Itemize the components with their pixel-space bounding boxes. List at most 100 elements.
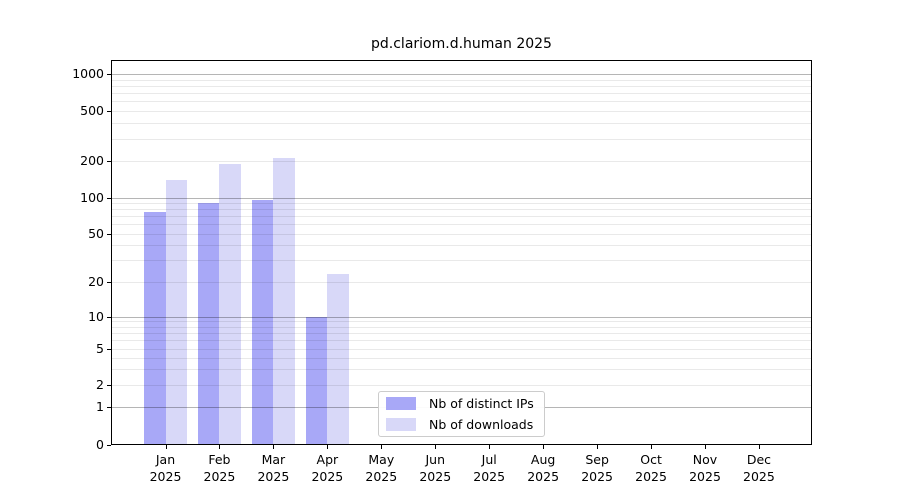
y-gridline bbox=[112, 161, 811, 162]
chart-title: pd.clariom.d.human 2025 bbox=[371, 36, 552, 52]
x-tick-month: Oct bbox=[640, 452, 662, 467]
y-minor-gridline bbox=[112, 340, 811, 341]
y-tick-mark bbox=[107, 349, 111, 350]
axis-spine-right bbox=[811, 60, 812, 445]
x-tick-mark bbox=[759, 445, 760, 449]
x-tick-label: Nov 2025 bbox=[673, 451, 737, 485]
legend-label: Nb of distinct IPs bbox=[429, 396, 534, 411]
legend-item: Nb of distinct IPs bbox=[386, 393, 544, 414]
x-tick-mark bbox=[651, 445, 652, 449]
x-tick-month: Feb bbox=[208, 452, 231, 467]
y-minor-gridline bbox=[112, 260, 811, 261]
x-tick-mark bbox=[219, 445, 220, 449]
y-gridline bbox=[112, 385, 811, 386]
y-tick-mark bbox=[107, 74, 111, 75]
x-tick-month: Jun bbox=[425, 452, 446, 467]
bar-downloads bbox=[273, 158, 295, 445]
y-tick-label: 20 bbox=[88, 273, 104, 289]
x-tick-label: Jun 2025 bbox=[403, 451, 467, 485]
legend-item: Nb of downloads bbox=[386, 414, 544, 435]
y-gridline bbox=[112, 282, 811, 283]
y-minor-gridline bbox=[112, 224, 811, 225]
x-tick-year: 2025 bbox=[365, 469, 398, 484]
y-minor-gridline bbox=[112, 123, 811, 124]
x-tick-label: Dec 2025 bbox=[727, 451, 791, 485]
bar-downloads bbox=[327, 274, 349, 445]
y-minor-gridline bbox=[112, 369, 811, 370]
y-tick-mark bbox=[107, 198, 111, 199]
x-tick-month: Jul bbox=[481, 452, 497, 467]
x-tick-month: May bbox=[368, 452, 395, 467]
x-tick-mark bbox=[381, 445, 382, 449]
y-tick-label: 1000 bbox=[72, 66, 104, 81]
y-tick-mark bbox=[107, 385, 111, 386]
y-minor-gridline bbox=[112, 101, 811, 102]
x-tick-mark bbox=[166, 445, 167, 449]
x-tick-year: 2025 bbox=[689, 469, 721, 484]
x-tick-mark bbox=[705, 445, 706, 449]
x-tick-year: 2025 bbox=[635, 469, 667, 484]
x-tick-mark bbox=[435, 445, 436, 449]
y-tick-mark bbox=[107, 234, 111, 235]
bar-distinct-ips bbox=[251, 199, 274, 445]
x-tick-label: Feb 2025 bbox=[187, 451, 251, 485]
y-tick-mark bbox=[107, 407, 111, 408]
x-tick-label: Oct 2025 bbox=[619, 451, 683, 485]
legend-swatch bbox=[386, 397, 416, 410]
y-gridline bbox=[112, 234, 811, 235]
x-tick-month: Nov bbox=[692, 452, 718, 467]
x-tick-label: Jan 2025 bbox=[134, 451, 198, 485]
y-minor-gridline bbox=[112, 209, 811, 210]
legend-swatch bbox=[386, 418, 416, 431]
legend-label: Nb of downloads bbox=[429, 417, 534, 432]
y-tick-mark bbox=[107, 161, 111, 162]
x-tick-label: May 2025 bbox=[349, 451, 413, 485]
y-tick-label: 10 bbox=[88, 308, 104, 324]
y-tick-mark bbox=[107, 317, 111, 318]
x-tick-mark bbox=[327, 445, 328, 449]
y-tick-mark bbox=[107, 111, 111, 112]
x-tick-year: 2025 bbox=[527, 469, 560, 484]
y-minor-gridline bbox=[112, 327, 811, 328]
axis-spine-left bbox=[111, 60, 112, 445]
x-tick-year: 2025 bbox=[743, 469, 775, 484]
y-tick-label: 2 bbox=[96, 377, 104, 392]
x-tick-month: Mar bbox=[261, 452, 286, 467]
plot-area: Nb of distinct IPs Nb of downloads bbox=[111, 60, 812, 445]
x-tick-year: 2025 bbox=[581, 469, 613, 484]
y-minor-gridline bbox=[112, 93, 811, 94]
x-tick-month: Jan bbox=[155, 452, 176, 467]
y-minor-gridline bbox=[112, 139, 811, 140]
y-minor-gridline bbox=[112, 86, 811, 87]
y-tick-label: 5 bbox=[96, 341, 104, 356]
y-tick-label: 1 bbox=[96, 399, 104, 414]
x-tick-label: Jul 2025 bbox=[457, 451, 521, 485]
x-tick-label: Aug 2025 bbox=[511, 451, 575, 485]
x-tick-label: Apr 2025 bbox=[295, 451, 359, 485]
y-tick-label: 0 bbox=[96, 437, 104, 452]
bar-downloads bbox=[165, 179, 187, 445]
y-minor-gridline bbox=[112, 245, 811, 246]
y-tick-mark bbox=[107, 445, 111, 446]
bar-distinct-ips bbox=[305, 316, 328, 445]
y-minor-gridline bbox=[112, 203, 811, 204]
y-minor-gridline bbox=[112, 216, 811, 217]
y-minor-gridline bbox=[112, 358, 811, 359]
legend: Nb of distinct IPs Nb of downloads bbox=[378, 391, 545, 437]
x-tick-month: Aug bbox=[530, 452, 556, 467]
y-gridline bbox=[112, 111, 811, 112]
y-tick-label: 200 bbox=[80, 153, 104, 168]
x-tick-mark bbox=[597, 445, 598, 449]
x-tick-month: Apr bbox=[316, 452, 339, 467]
x-tick-mark bbox=[489, 445, 490, 449]
y-minor-gridline bbox=[112, 333, 811, 334]
x-tick-year: 2025 bbox=[311, 469, 344, 484]
y-minor-gridline bbox=[112, 321, 811, 322]
x-tick-label: Mar 2025 bbox=[241, 451, 305, 485]
x-tick-mark bbox=[273, 445, 274, 449]
x-tick-mark bbox=[543, 445, 544, 449]
x-tick-label: Sep 2025 bbox=[565, 451, 629, 485]
y-gridline bbox=[112, 349, 811, 350]
y-gridline bbox=[112, 74, 811, 75]
